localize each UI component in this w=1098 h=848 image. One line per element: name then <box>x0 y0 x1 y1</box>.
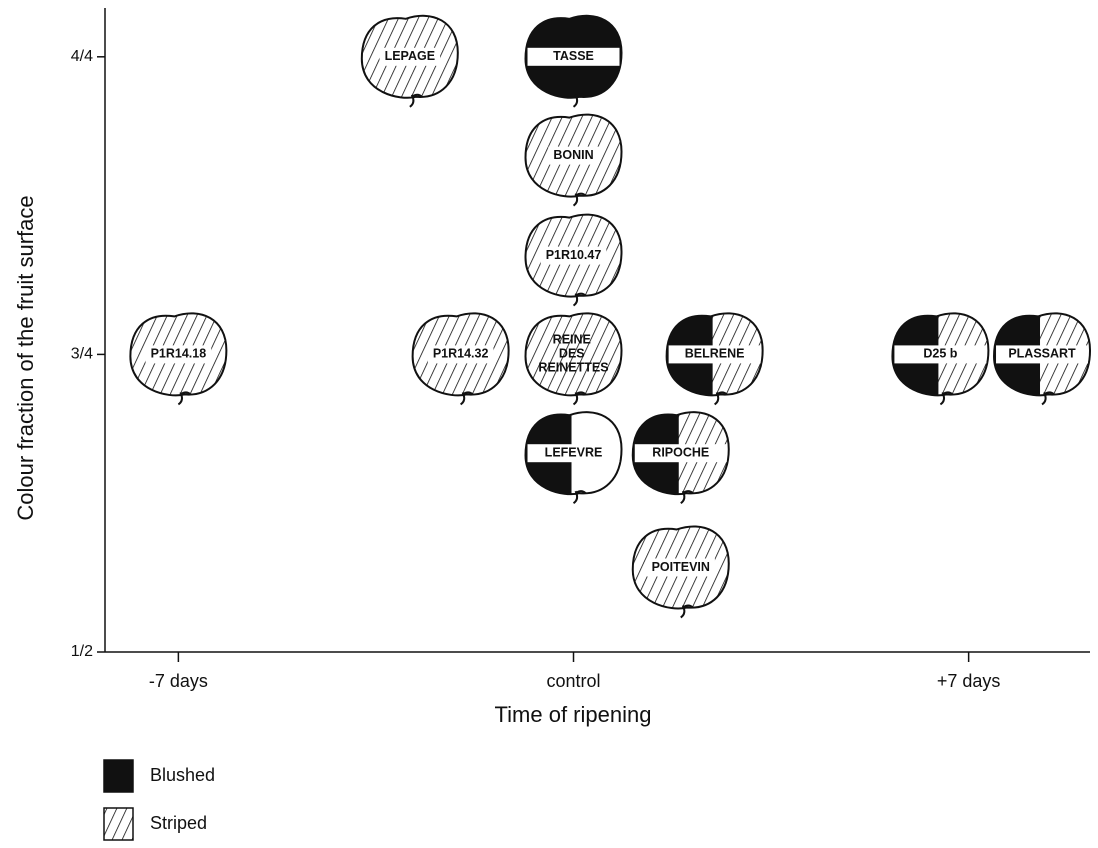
point-label: BELRENE <box>685 347 745 361</box>
x-tick-label: -7 days <box>149 671 208 691</box>
apple-marker: P1R14.32 <box>413 313 509 404</box>
y-tick-label: 4/4 <box>71 48 93 65</box>
apple-marker: REINE DES REINETTES <box>526 313 622 404</box>
apple-marker: PLASSART <box>994 313 1090 404</box>
apple-marker: LEPAGE <box>362 16 458 107</box>
legend-swatch <box>104 808 133 840</box>
point-label: TASSE <box>553 49 594 63</box>
point-label: LEPAGE <box>385 49 435 63</box>
chart: Colour fraction of the fruit surface Tim… <box>0 0 1098 843</box>
x-tick-label: control <box>546 671 600 691</box>
x-axis-title: Time of ripening <box>495 702 652 727</box>
legend-item: Blushed <box>104 760 215 792</box>
point-label: POITEVIN <box>652 560 710 574</box>
apple-marker: P1R10.47 <box>526 215 622 306</box>
legend-label: Blushed <box>150 765 215 785</box>
point-label: BONIN <box>553 148 593 162</box>
point-label: P1R14.32 <box>433 347 489 361</box>
y-tick-label: 1/2 <box>71 643 93 660</box>
point-label: P1R10.47 <box>546 248 602 262</box>
legend-swatch <box>104 760 133 792</box>
apple-marker: RIPOCHE <box>633 412 729 503</box>
apple-marker: POITEVIN <box>633 526 729 617</box>
point-label: P1R14.18 <box>151 347 207 361</box>
legend-item: Striped <box>104 808 207 840</box>
apple-marker: P1R14.18 <box>130 313 226 404</box>
y-axis-title: Colour fraction of the fruit surface <box>13 195 38 520</box>
legend-label: Striped <box>150 813 207 833</box>
point-label: D25 b <box>923 347 957 361</box>
apple-marker: D25 b <box>892 313 988 404</box>
apple-marker: TASSE <box>526 16 622 107</box>
y-tick-label: 3/4 <box>71 346 93 363</box>
point-label: PLASSART <box>1008 347 1076 361</box>
point-label: RIPOCHE <box>652 446 709 460</box>
apple-marker: BONIN <box>526 115 622 206</box>
apple-marker: LEFEVRE <box>526 412 622 503</box>
point-label: LEFEVRE <box>545 446 603 460</box>
x-tick-label: +7 days <box>937 671 1001 691</box>
apple-marker: BELRENE <box>667 313 763 404</box>
